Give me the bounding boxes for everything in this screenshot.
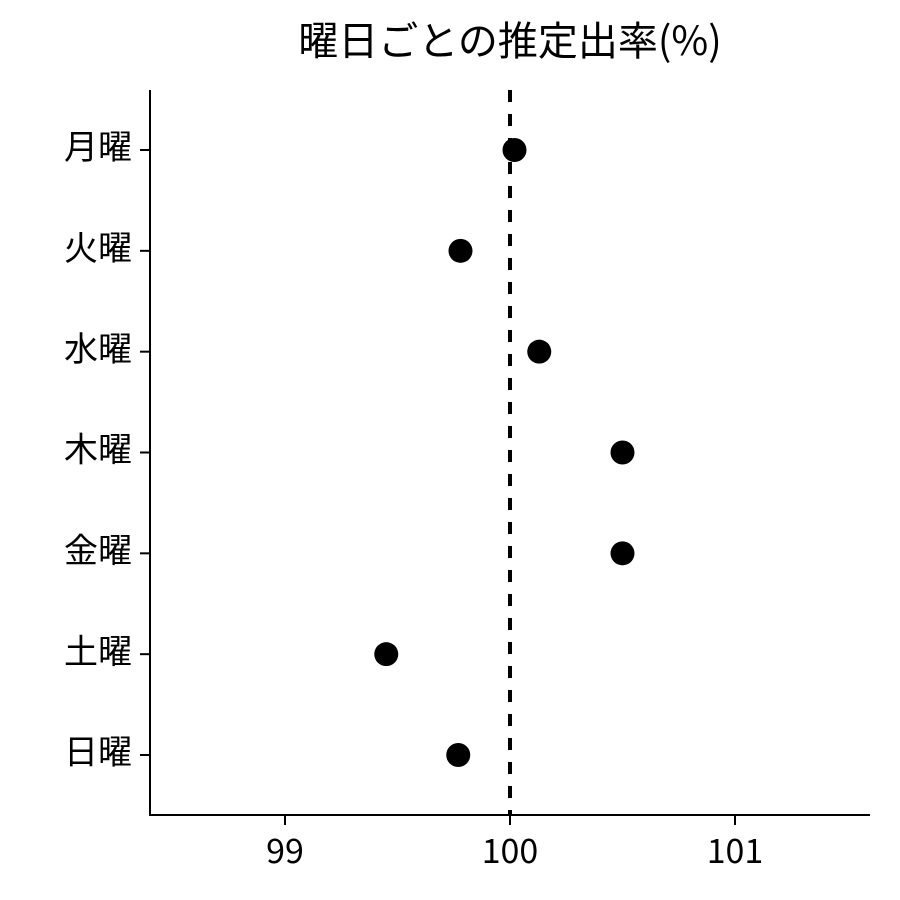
dot-chart: 曜日ごとの推定出率(%) 99 100 101 月曜火曜水曜木曜金曜土曜日曜 — [0, 0, 900, 900]
y-tick-label: 火曜 — [64, 221, 132, 270]
x-tick-label: 100 — [482, 824, 539, 873]
y-tick-label: 水曜 — [64, 322, 132, 371]
y-tick-label: 月曜 — [64, 120, 132, 169]
data-point — [446, 743, 470, 767]
data-point — [449, 239, 473, 263]
data-point — [374, 642, 398, 666]
y-tick-label: 木曜 — [64, 423, 132, 472]
y-tick-label: 日曜 — [64, 725, 132, 774]
y-axis-ticks: 月曜火曜水曜木曜金曜土曜日曜 — [64, 120, 150, 774]
y-tick-label: 金曜 — [64, 524, 132, 573]
x-tick-label: 101 — [707, 824, 764, 873]
data-point — [527, 340, 551, 364]
chart-title: 曜日ごとの推定出率(%) — [298, 9, 721, 67]
data-point — [611, 541, 635, 565]
data-points — [374, 138, 634, 767]
x-tick-label: 99 — [266, 824, 304, 873]
x-axis-ticks: 99 100 101 — [266, 815, 763, 873]
data-point — [611, 441, 635, 465]
y-tick-label: 土曜 — [64, 624, 132, 673]
data-point — [503, 138, 527, 162]
